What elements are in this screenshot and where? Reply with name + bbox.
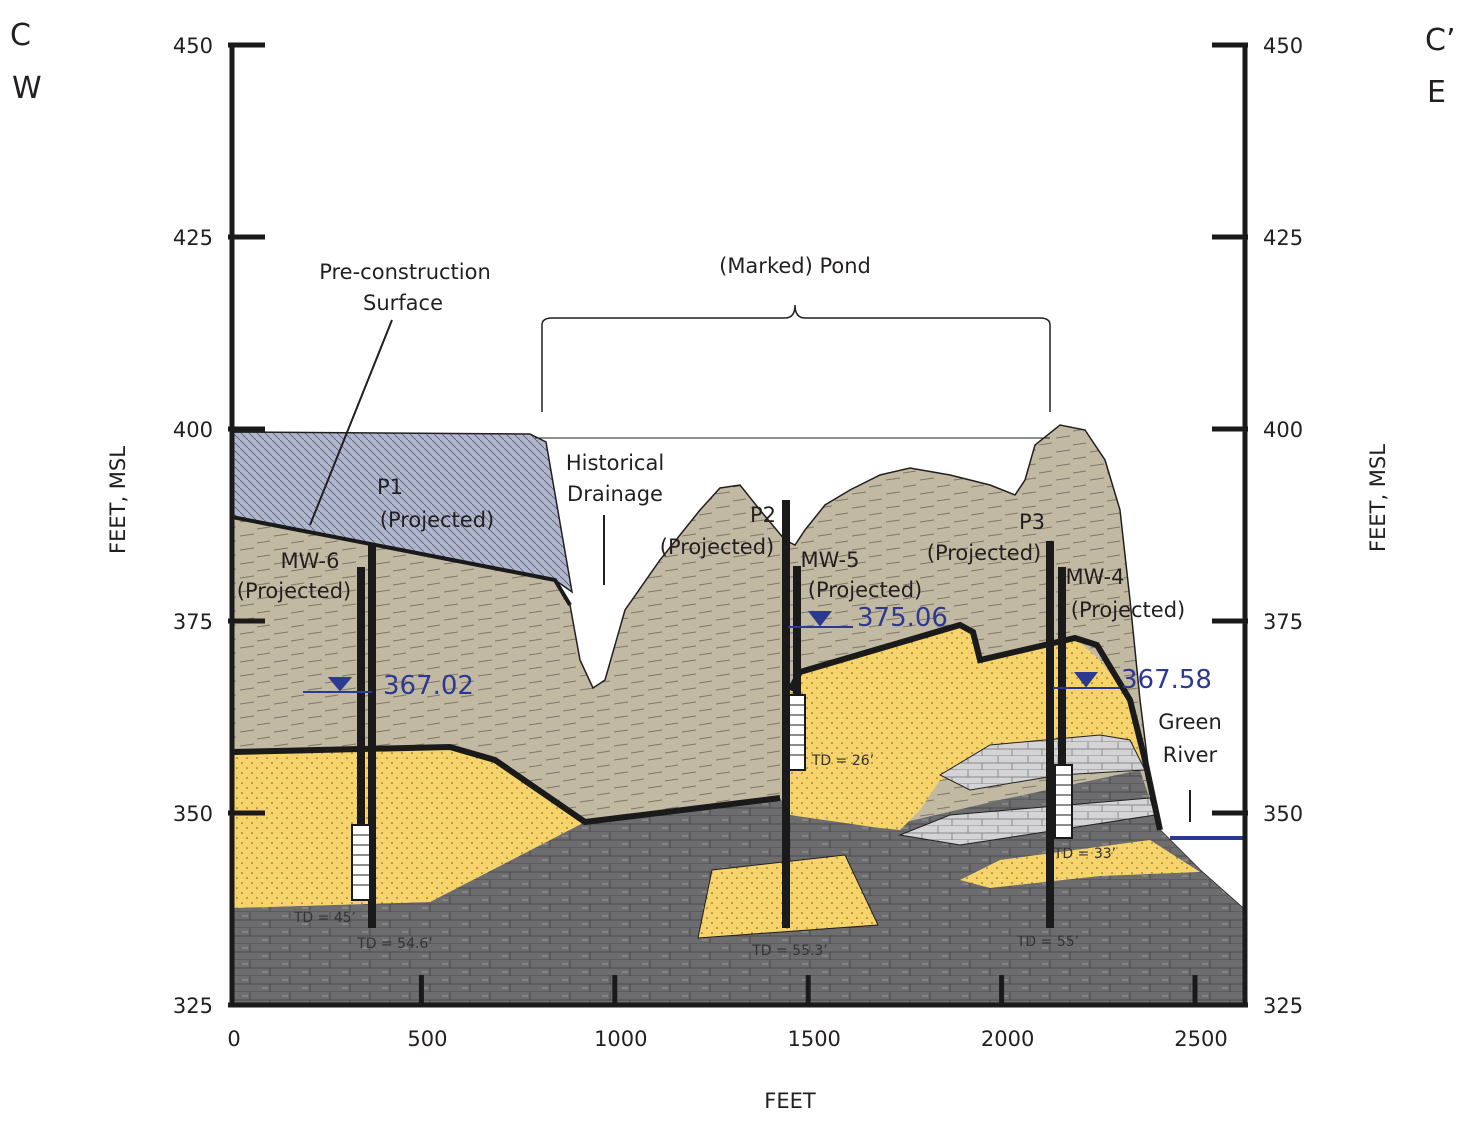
y-axis-title: FEET, MSL xyxy=(1366,444,1390,552)
river-label: River xyxy=(1163,743,1218,767)
section-end: C’ xyxy=(1425,23,1455,58)
drainage-label: Drainage xyxy=(567,482,663,506)
section-start: C xyxy=(10,18,31,53)
well-td: TD = 54.6’ xyxy=(356,936,433,952)
x-tick-label: 0 xyxy=(227,1027,240,1051)
y-axis-title: FEET, MSL xyxy=(106,446,130,554)
surface-label: Pre-construction xyxy=(319,260,491,284)
water-level: 367.02 xyxy=(383,671,474,701)
x-tick-label: 2500 xyxy=(1174,1027,1227,1051)
well-td: TD = 26’ xyxy=(811,753,874,769)
well-name: MW-6 xyxy=(281,549,340,573)
water-level: 367.58 xyxy=(1121,665,1212,695)
y-tick-label: 450 xyxy=(173,34,213,58)
well-note: (Projected) xyxy=(927,541,1042,565)
y-tick-label: 450 xyxy=(1263,34,1303,58)
y-tick-label: 325 xyxy=(173,994,213,1018)
well-td: TD = 33’ xyxy=(1053,846,1116,862)
y-tick-label: 350 xyxy=(1263,802,1303,826)
surface-label: Surface xyxy=(363,291,443,315)
y-tick-label: 425 xyxy=(173,226,213,250)
pond-label: (Marked) Pond xyxy=(719,254,871,278)
x-tick-label: 500 xyxy=(407,1027,447,1051)
section-end-dir: E xyxy=(1427,75,1446,110)
drainage-label: Historical xyxy=(566,451,664,475)
water-level: 375.06 xyxy=(857,603,948,633)
well-note: (Projected) xyxy=(660,535,775,559)
x-tick-label: 2000 xyxy=(981,1027,1034,1051)
well-note: (Projected) xyxy=(1071,598,1186,622)
cross-section: 450 450 425 425 400 400 375 375 350 350 325 325 0 500… xyxy=(0,0,1480,1126)
y-tick-label: 425 xyxy=(1263,226,1303,250)
y-tick-label: 350 xyxy=(173,802,213,826)
well-td: TD = 55’ xyxy=(1016,934,1079,950)
y-tick-label: 375 xyxy=(173,610,213,634)
well-note: (Projected) xyxy=(237,579,352,603)
x-axis-title: FEET xyxy=(764,1089,816,1113)
well-name: MW-5 xyxy=(801,548,860,572)
x-tick-label: 1000 xyxy=(594,1027,647,1051)
well-note: (Projected) xyxy=(380,508,495,532)
y-tick-label: 400 xyxy=(1263,418,1303,442)
well-td: TD = 55.3’ xyxy=(751,943,828,959)
y-tick-label: 325 xyxy=(1263,994,1303,1018)
y-tick-label: 400 xyxy=(173,418,213,442)
river-label: Green xyxy=(1158,710,1222,734)
x-tick-label: 1500 xyxy=(787,1027,840,1051)
well-name: P3 xyxy=(1019,510,1045,534)
well-name: P1 xyxy=(377,475,403,499)
well-note: (Projected) xyxy=(808,578,923,602)
y-tick-label: 375 xyxy=(1263,610,1303,634)
well-name: P2 xyxy=(750,503,776,527)
well-td: TD = 45’ xyxy=(293,910,356,926)
well-name: MW-4 xyxy=(1066,565,1125,589)
section-start-dir: W xyxy=(12,71,42,106)
